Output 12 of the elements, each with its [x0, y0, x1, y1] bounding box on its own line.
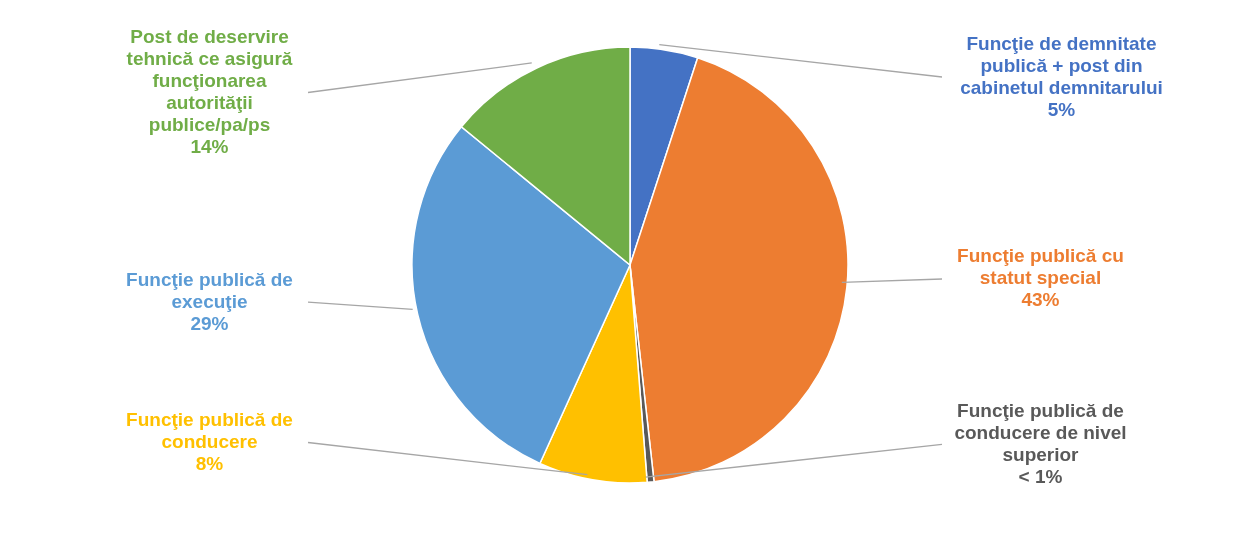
data-label: < 1% — [1018, 465, 1063, 487]
slice-label: Funcţie publică de conducere de nivel superior — [954, 399, 1127, 465]
slice-label: Funcţie de demnitate publică + post din cabinetul demnitarului — [960, 32, 1163, 98]
slice-label: Post de deservire tehnică ce asigură funcţionarea autorităţii publice/pa/ps — [126, 26, 293, 136]
data-label: 29% — [190, 312, 229, 334]
slice-label: Funcţie publică cu statut special — [957, 245, 1124, 289]
data-label: 43% — [1021, 289, 1060, 311]
data-label: 5% — [1047, 98, 1076, 120]
data-label: 14% — [190, 136, 229, 158]
slice-label: Funcţie publică de execuţie — [126, 268, 293, 312]
slice-label: Funcţie publică de conducere — [126, 409, 293, 453]
data-label: 8% — [195, 453, 224, 475]
